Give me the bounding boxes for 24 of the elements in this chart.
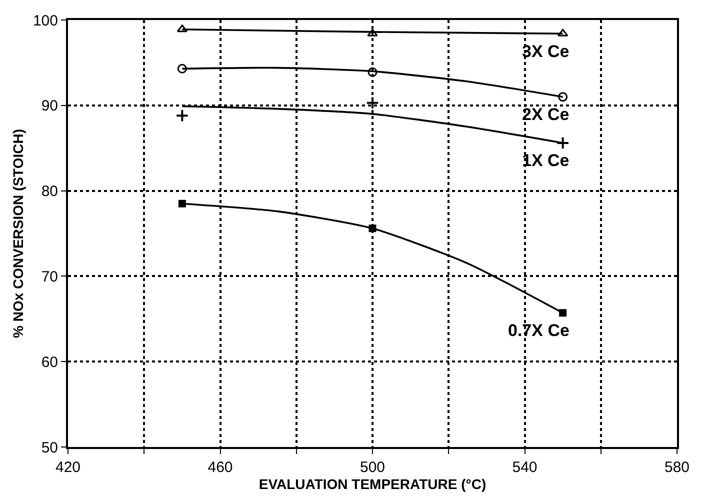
y-tick-label: 60 [41, 354, 58, 371]
point [176, 109, 189, 122]
point [368, 67, 378, 77]
y-tick-label: 80 [41, 183, 58, 200]
x-tick-label: 540 [512, 459, 538, 476]
point [556, 136, 570, 150]
y-tick-label: 50 [41, 439, 58, 456]
series-label: 0.7X Ce [508, 321, 570, 340]
y-tick-label: 100 [32, 12, 58, 30]
x-tick-label: 460 [208, 459, 233, 476]
series-label: 1X Ce [522, 151, 570, 170]
y-tick-label: 70 [41, 268, 58, 286]
point [559, 309, 567, 317]
point [178, 200, 186, 208]
point [366, 96, 380, 110]
point [558, 92, 568, 102]
point [367, 28, 378, 36]
x-tick-label: 420 [55, 459, 81, 476]
x-axis-title: EVALUATION TEMPERATURE (°C) [258, 476, 486, 492]
x-tick-label: 500 [360, 459, 386, 476]
y-axis-title: % NOx CONVERSION (STOICH) [10, 129, 26, 338]
point [177, 64, 187, 74]
x-tick-label: 580 [664, 459, 690, 476]
y-tick-label: 90 [41, 98, 58, 115]
